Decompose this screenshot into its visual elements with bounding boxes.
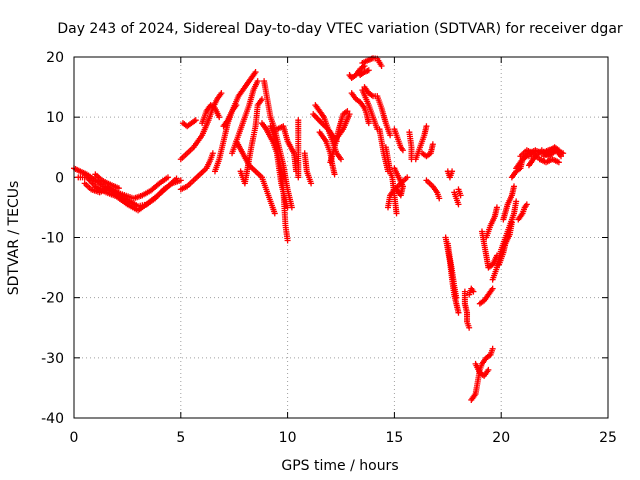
plot-frame — [73, 56, 609, 419]
x-tick-label: 10 — [279, 430, 297, 446]
data-point — [513, 198, 520, 205]
grid — [74, 57, 608, 418]
data-point — [254, 78, 261, 85]
data-point — [493, 204, 500, 211]
data-point — [284, 204, 291, 211]
data-point — [164, 174, 171, 181]
data-point — [466, 324, 473, 331]
data-point — [555, 147, 562, 154]
y-axis-label: SDTVAR / TECUs — [6, 181, 22, 296]
y-tick-labels: 20 10 0 -10 -20 -30 -40 — [41, 50, 64, 427]
data-point — [453, 294, 460, 301]
data-point — [209, 150, 216, 157]
data-point — [470, 288, 477, 295]
data-point — [387, 132, 394, 139]
data-point — [485, 366, 492, 373]
y-tick-label: 20 — [46, 50, 64, 66]
x-tick-label: 5 — [176, 430, 185, 446]
data-point — [429, 141, 436, 148]
data-point — [295, 117, 302, 124]
data-point — [423, 123, 430, 130]
data-point — [489, 285, 496, 292]
data-point — [346, 111, 353, 118]
x-tick-label: 0 — [70, 430, 79, 446]
data-point — [308, 180, 315, 187]
data-point — [523, 201, 530, 208]
data-point — [338, 156, 344, 163]
data-point — [218, 90, 225, 97]
data-point — [344, 108, 351, 115]
data-point — [436, 195, 443, 202]
data-point — [115, 185, 122, 192]
data-point — [455, 201, 462, 208]
data-point — [378, 63, 385, 70]
y-tick-label: 10 — [46, 110, 64, 126]
y-tick-label: -40 — [41, 411, 64, 427]
data-point — [489, 345, 496, 352]
data-point — [258, 96, 265, 103]
data-point — [399, 147, 406, 154]
y-tick-label: -30 — [41, 351, 64, 367]
data-point — [252, 69, 259, 76]
x-axis-label: GPS time / hours — [281, 458, 398, 474]
x-tick-label: 20 — [492, 430, 510, 446]
y-tick-label: 0 — [55, 170, 64, 186]
data-point — [216, 114, 223, 121]
data-point — [560, 150, 567, 157]
y-tick-label: -10 — [41, 231, 64, 247]
data-point — [284, 237, 291, 244]
data-marks — [71, 55, 567, 403]
data-point — [365, 120, 372, 127]
data-point — [271, 210, 278, 217]
data-point — [391, 165, 398, 172]
chart-title: Day 243 of 2024, Sidereal Day-to-day VTE… — [57, 21, 623, 37]
x-tick-labels: 0 5 10 15 20 25 — [70, 430, 617, 446]
data-point — [173, 175, 180, 182]
data-point — [511, 183, 518, 190]
data-point — [449, 168, 456, 175]
data-point — [177, 177, 184, 184]
data-point — [331, 171, 338, 178]
data-point — [404, 174, 411, 181]
data-point — [555, 159, 562, 166]
x-tick-label: 25 — [599, 430, 617, 446]
data-point — [457, 192, 464, 199]
data-point — [365, 67, 372, 74]
data-point — [192, 117, 199, 124]
data-point — [455, 309, 462, 316]
data-point — [508, 219, 515, 226]
data-point — [393, 210, 400, 217]
x-tick-label: 15 — [385, 430, 403, 446]
y-tick-label: -20 — [41, 291, 64, 307]
